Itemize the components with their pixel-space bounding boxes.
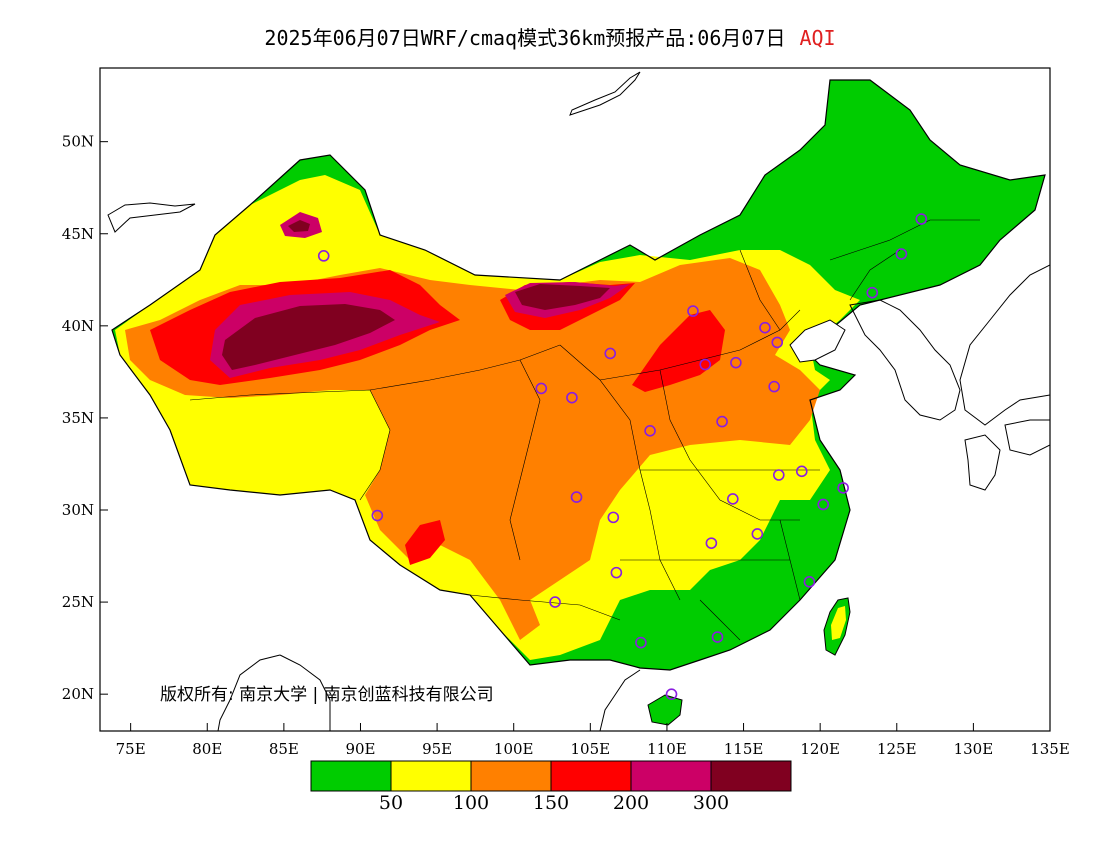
legend-swatch [470, 760, 552, 792]
korea-outline [849, 299, 961, 421]
legend-swatch [710, 760, 792, 792]
city-marker [705, 537, 718, 549]
title-main: 2025年06月07日WRF/cmaq模式36km预报产品:06月07日 [264, 26, 786, 50]
legend-swatch [310, 760, 392, 792]
kyushu-outline [964, 434, 1001, 491]
lat-tick-label: 40N [62, 317, 94, 335]
legend-swatch [550, 760, 632, 792]
city-marker [570, 491, 583, 503]
city-marker [730, 356, 742, 369]
lon-tick-label: 85E [269, 740, 299, 758]
hainan [647, 694, 683, 726]
china-outline [111, 79, 1046, 671]
sakhalin-outline [569, 71, 641, 116]
city-marker [549, 596, 561, 608]
city-marker [711, 631, 724, 643]
lon-tick-label: 95E [422, 740, 452, 758]
lon-tick-label: 110E [647, 740, 687, 758]
lon-tick-label: 75E [116, 740, 146, 758]
aqi-region-maroon-north [515, 284, 610, 310]
lon-tick-label: 120E [800, 740, 840, 758]
aqi-region-maroon-hotspot [288, 220, 310, 232]
legend-label: 50 [378, 792, 404, 814]
city-marker [566, 391, 578, 404]
myanmar-outline [279, 654, 331, 731]
lat-tick-label: 50N [62, 133, 94, 151]
japan-outline [959, 264, 1050, 426]
lat-tick-label: 30N [62, 501, 94, 519]
city-marker [795, 465, 808, 478]
lat-tick-label: 25N [62, 593, 94, 611]
legend-label: 100 [452, 792, 490, 814]
city-marker [635, 636, 647, 649]
city-marker [687, 305, 699, 317]
lat-tick-label: 45N [62, 225, 94, 243]
city-marker [607, 511, 620, 524]
city-marker [837, 482, 849, 494]
bay-of-bengal-coast [217, 654, 281, 731]
city-marker [915, 213, 928, 225]
legend-label: 200 [612, 792, 650, 814]
title-variable: AQI [799, 26, 836, 50]
city-marker [610, 566, 623, 579]
city-marker [716, 415, 728, 428]
lon-tick-label: 115E [724, 740, 764, 758]
lat-tick-label: 35N [62, 409, 94, 427]
lon-tick-label: 90E [345, 740, 375, 758]
city-marker [895, 248, 908, 260]
aqi-region-maroon-west [222, 304, 395, 370]
lon-tick-label: 135E [1030, 740, 1070, 758]
caspian-outline [107, 202, 196, 233]
shikoku-outline [1004, 419, 1050, 456]
lon-tick-label: 105E [571, 740, 611, 758]
map-frame [99, 67, 1051, 732]
legend-swatch [390, 760, 472, 792]
city-marker [759, 321, 771, 334]
indochina-outline [599, 669, 641, 731]
lon-tick-label: 80E [192, 740, 222, 758]
lon-tick-label: 100E [494, 740, 534, 758]
city-marker [535, 382, 548, 395]
city-markers [317, 213, 928, 700]
city-marker [771, 336, 784, 349]
lon-tick-label: 130E [954, 740, 994, 758]
legend-label: 150 [532, 792, 570, 814]
city-marker [772, 469, 785, 481]
bohai-coast [789, 319, 846, 363]
lat-tick-label: 20N [62, 685, 94, 703]
city-marker [803, 576, 816, 588]
city-marker [817, 498, 830, 511]
aqi-region-red-tibet [405, 520, 445, 565]
taiwan-yellow [831, 606, 846, 640]
copyright-notice: 版权所有: 南京大学 | 南京创蓝科技有限公司 [160, 685, 494, 705]
city-marker [317, 250, 330, 262]
longitude-axis: 75E 80E 85E 90E 95E 100E 105E 110E 115E 120E 125E 1… [116, 723, 1070, 758]
legend-label: 300 [692, 792, 730, 814]
color-legend [310, 760, 792, 792]
city-marker [371, 509, 384, 522]
legend-swatch [630, 760, 712, 792]
city-marker [866, 286, 879, 299]
city-marker [665, 688, 678, 700]
latitude-axis: 50N 45N 40N 35N 30N 25N 20N [62, 133, 108, 703]
city-marker [644, 425, 656, 437]
city-marker [768, 380, 780, 393]
map-title: 2025年06月07日WRF/cmaq模式36km预报产品:06月07日 AQI [0, 22, 1100, 51]
aqi-region-red-central [632, 310, 725, 392]
city-marker [699, 358, 712, 371]
city-marker [727, 493, 739, 505]
lon-tick-label: 125E [877, 740, 917, 758]
city-marker [604, 347, 617, 360]
city-marker [751, 528, 764, 540]
